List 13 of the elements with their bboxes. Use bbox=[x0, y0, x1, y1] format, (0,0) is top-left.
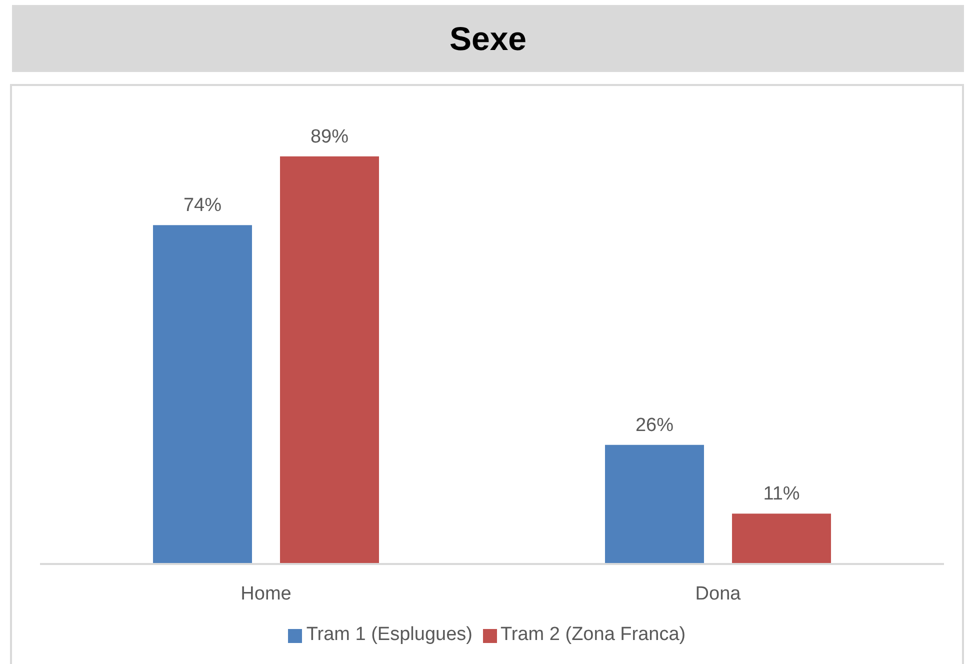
data-label: 89% bbox=[310, 126, 349, 148]
data-label: 74% bbox=[183, 195, 222, 216]
data-label: 26% bbox=[635, 414, 674, 436]
x-tick-label: Home bbox=[240, 583, 292, 604]
bar bbox=[732, 514, 831, 564]
bar bbox=[153, 225, 252, 564]
bar bbox=[605, 444, 704, 564]
bar bbox=[280, 156, 379, 564]
x-tick-label: Dona bbox=[695, 583, 742, 604]
legend-label: Tram 1 (Esplugues) bbox=[306, 624, 472, 645]
legend-label: Tram 2 (Zona Franca) bbox=[500, 624, 686, 645]
chart-title: Sexe bbox=[449, 20, 527, 58]
data-label: 11% bbox=[763, 484, 800, 505]
